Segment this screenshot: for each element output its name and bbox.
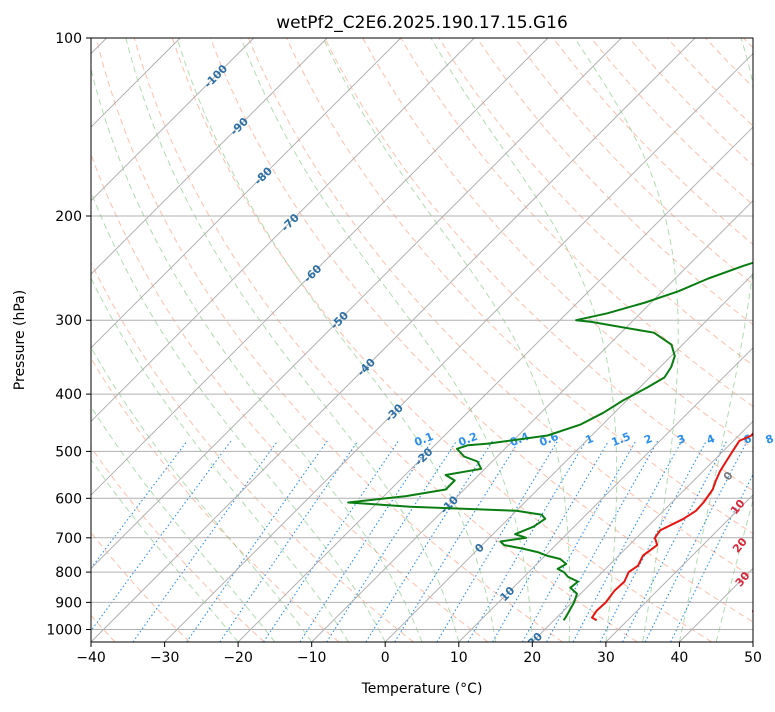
y-tick-label: 800 <box>55 565 82 581</box>
x-tick-label: −20 <box>223 650 253 666</box>
x-axis-label: Temperature (°C) <box>361 681 483 697</box>
x-tick-label: −10 <box>297 650 327 666</box>
x-tick-label: −30 <box>150 650 180 666</box>
x-tick-label: 30 <box>597 650 615 666</box>
x-tick-label: −40 <box>76 650 106 666</box>
x-tick-label: 20 <box>523 650 541 666</box>
y-axis-label: Pressure (hPa) <box>12 290 28 390</box>
y-tick-label: 300 <box>55 313 82 329</box>
y-tick-label: 200 <box>55 209 82 225</box>
x-tick-label: 10 <box>450 650 468 666</box>
x-tick-label: 40 <box>670 650 688 666</box>
y-tick-label: 900 <box>55 595 82 611</box>
y-tick-label: 400 <box>55 387 82 403</box>
x-tick-label: 50 <box>744 650 762 666</box>
y-tick-label: 100 <box>55 31 82 47</box>
y-tick-label: 700 <box>55 531 82 547</box>
chart-title: wetPf2_C2E6.2025.190.17.15.G16 <box>276 13 568 33</box>
y-tick-label: 600 <box>55 491 82 507</box>
y-tick-label: 1000 <box>46 623 82 639</box>
x-tick-label: 0 <box>381 650 390 666</box>
y-tick-label: 500 <box>55 444 82 460</box>
